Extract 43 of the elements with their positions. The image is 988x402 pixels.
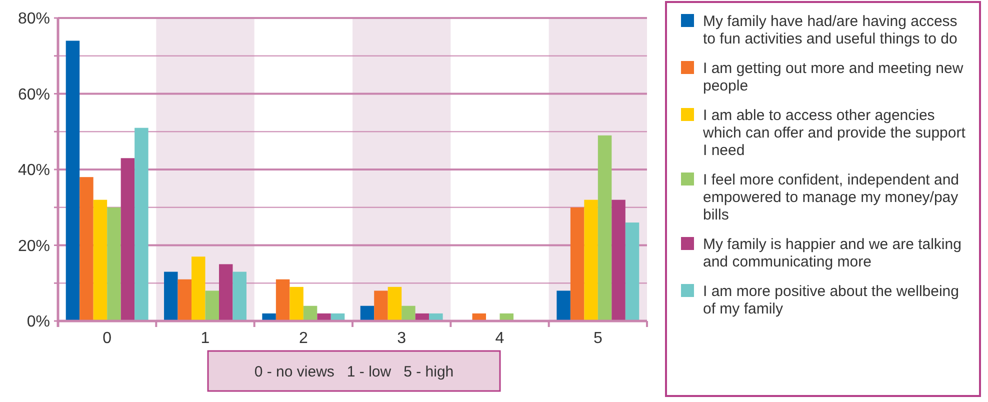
bar	[164, 272, 178, 321]
bar	[276, 279, 290, 321]
bar	[625, 222, 640, 321]
bar	[134, 128, 148, 321]
bar	[178, 279, 192, 321]
y-tick-label: 40%	[18, 162, 50, 180]
bar	[66, 40, 80, 321]
y-tick-label: 80%	[18, 10, 50, 28]
bar	[107, 207, 121, 321]
x-tick-label: 4	[495, 330, 504, 347]
y-tick-label: 0%	[26, 314, 50, 331]
y-tick-label: 20%	[18, 238, 50, 255]
x-tick-label: 3	[397, 330, 406, 347]
text: 0 - no views 1 - low 5 - high	[254, 363, 454, 380]
bar	[120, 158, 135, 321]
legend-label: I am more positive about the wellbeing of my family	[703, 283, 959, 318]
legend-label: I feel more confident, independent and empowered to manage my money/pay bills	[703, 172, 960, 224]
bar	[192, 256, 206, 321]
bar	[360, 306, 374, 321]
bar	[80, 177, 94, 321]
bar	[388, 286, 402, 321]
bar	[402, 306, 416, 321]
legend-label: My family is happier and we are talking and communicating more	[703, 236, 962, 270]
legend-label: I am getting out more and meeting new people	[703, 60, 964, 94]
bar	[205, 290, 219, 321]
x-tick-label: 2	[298, 330, 308, 347]
legend-label: I am able to access other agencies which can offer and provide the support I need	[702, 107, 966, 159]
legend-label: My family have had/are having access to fun activities and useful things to do	[703, 13, 958, 48]
bar	[374, 290, 388, 321]
bar	[612, 200, 626, 321]
bar	[598, 135, 612, 321]
bar	[556, 290, 570, 321]
x-tick-label: 1	[200, 330, 210, 347]
bar	[93, 200, 108, 321]
bar	[290, 286, 304, 321]
bar	[232, 272, 246, 321]
bar	[218, 264, 233, 321]
y-tick-label: 60%	[18, 86, 50, 104]
bar	[303, 306, 318, 321]
bar	[570, 207, 584, 321]
x-tick-label: 5	[593, 330, 602, 347]
x-tick-label: 0	[102, 330, 112, 347]
bar	[584, 200, 598, 321]
